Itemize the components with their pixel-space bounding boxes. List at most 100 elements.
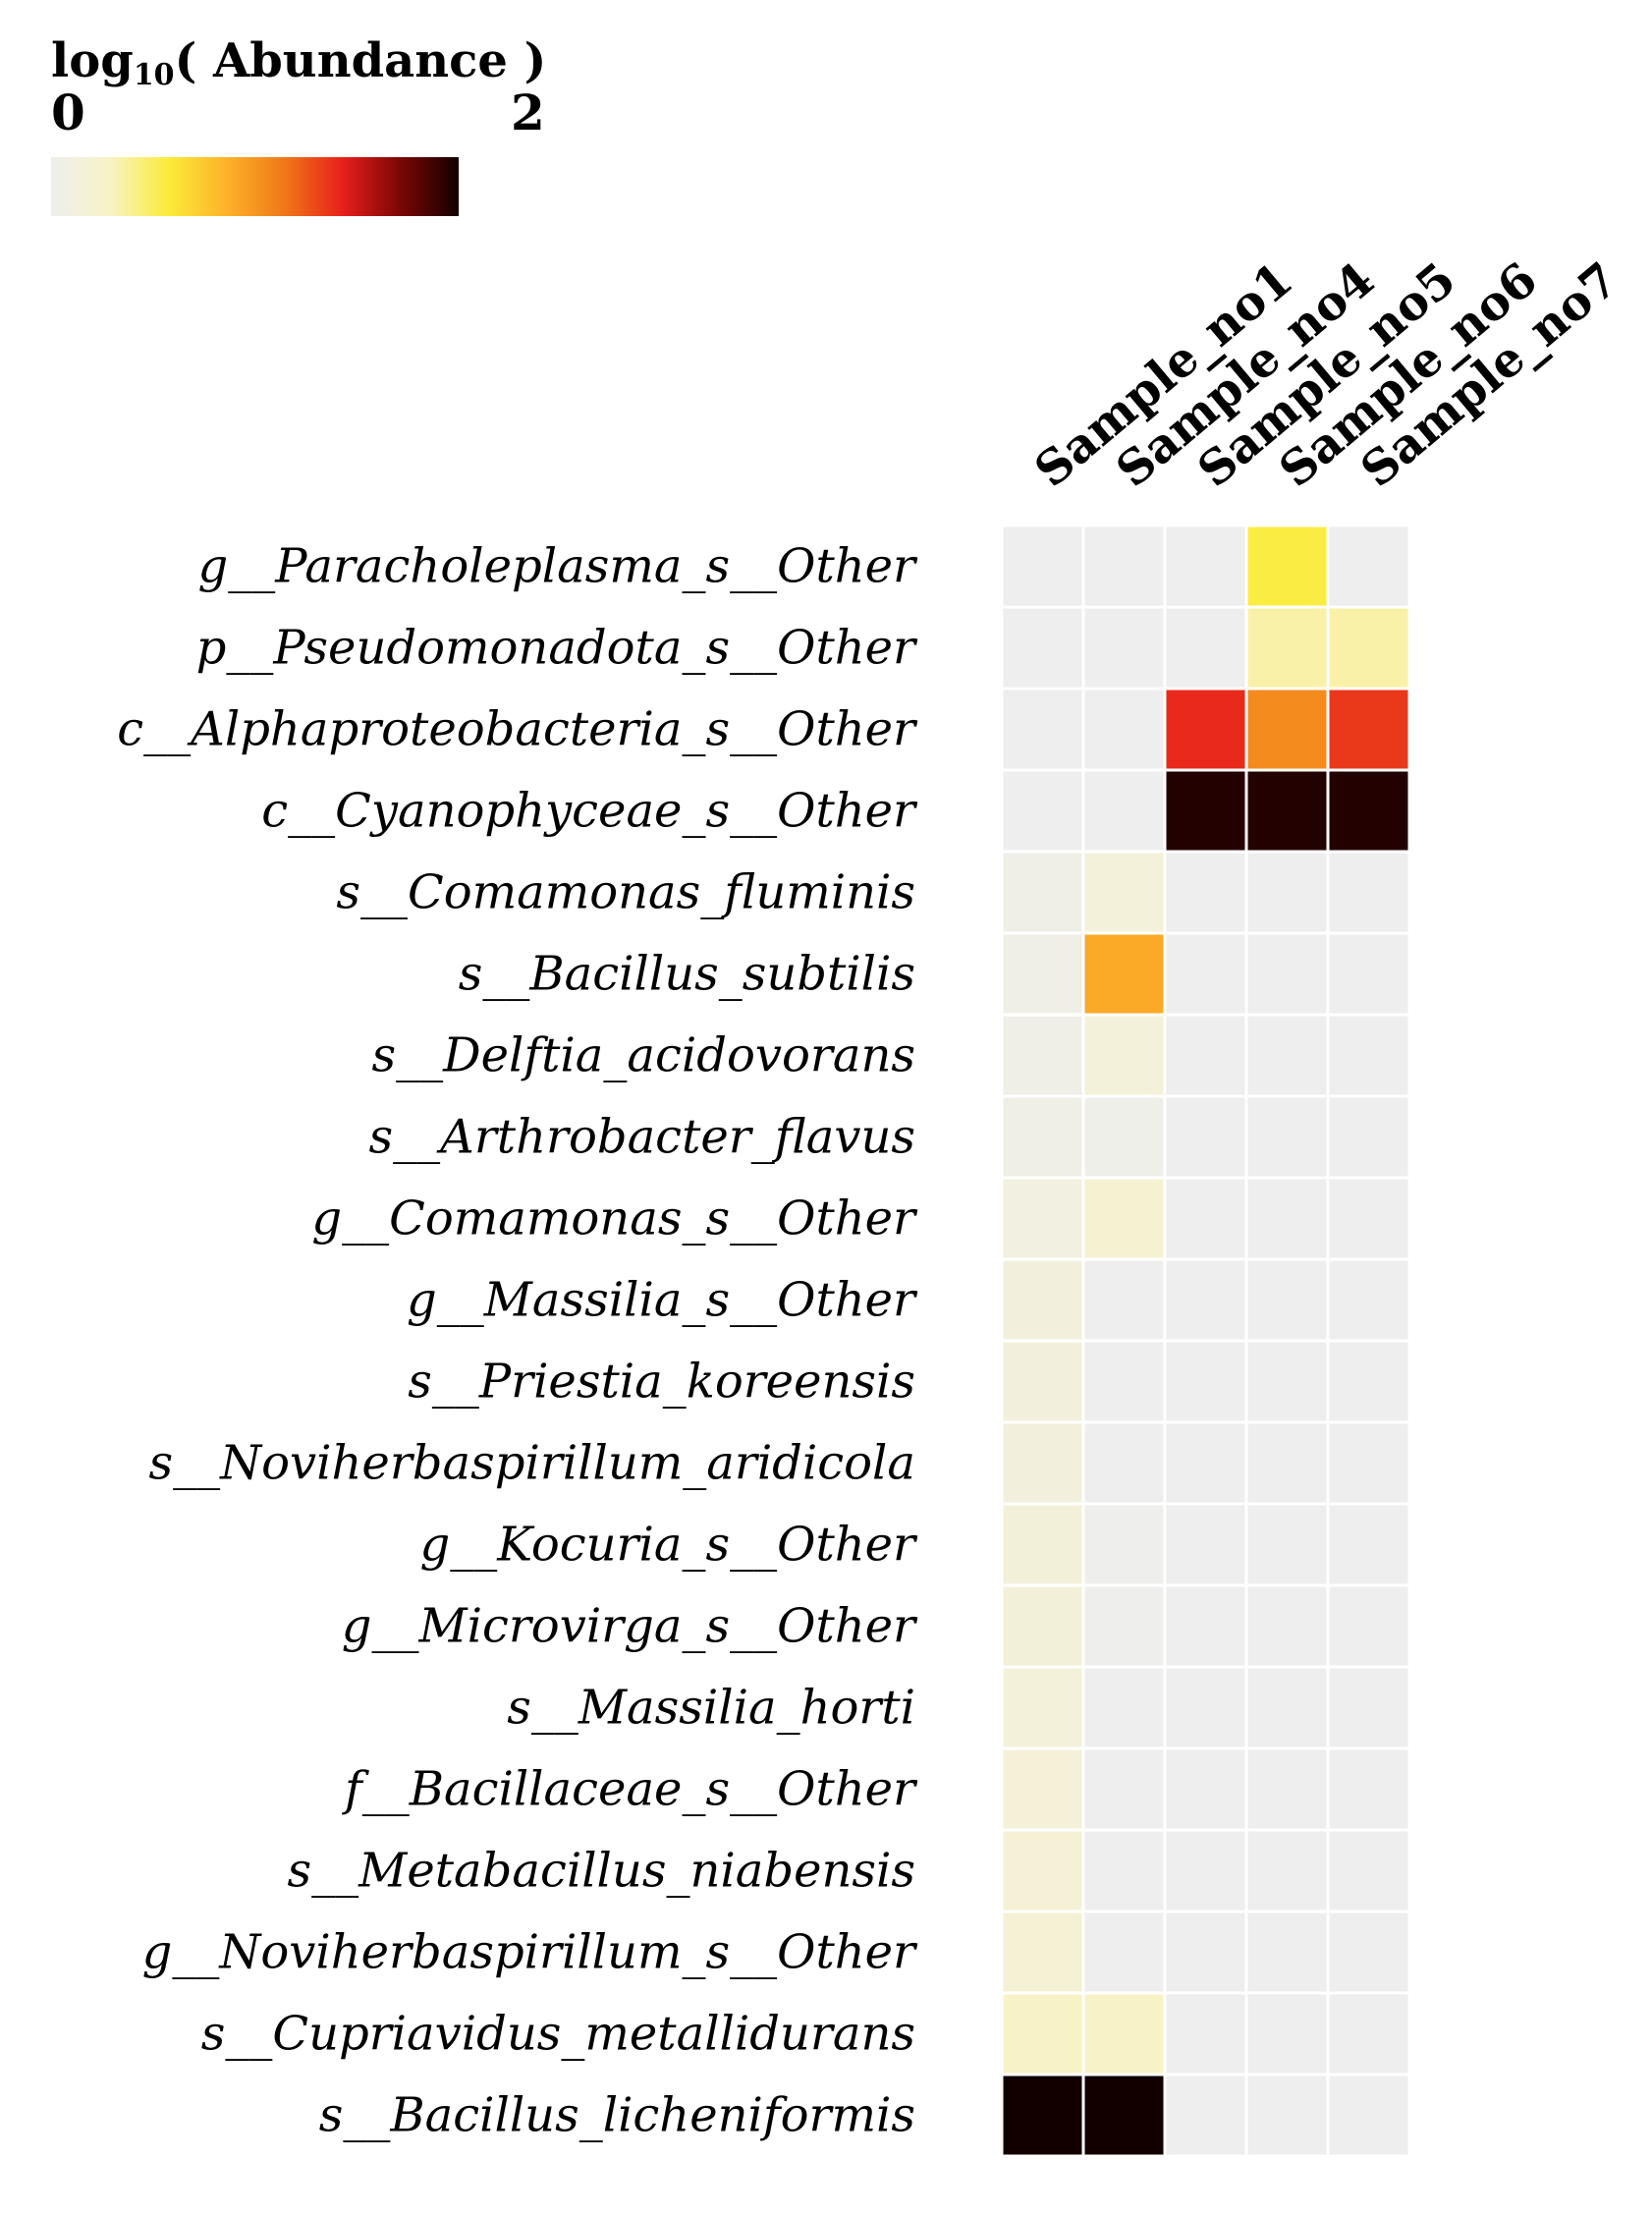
colorbar-title: log10( Abundance ) — [51, 33, 546, 92]
column-labels: Sample_no1Sample_no4Sample_no5Sample_no6… — [1024, 252, 1629, 499]
row-label: s__Bacillus_subtilis — [459, 947, 915, 1002]
heatmap-cell — [1081, 524, 1167, 609]
heatmap-cell — [1244, 524, 1330, 609]
heatmap-cell — [1163, 2073, 1248, 2158]
row-label: s__Massilia_horti — [507, 1681, 915, 1736]
heatmap-cell — [1081, 1176, 1167, 1261]
heatmap-cell — [1326, 1013, 1411, 1098]
heatmap-cell — [1000, 850, 1085, 935]
row-label: g__Paracholeplasma_s__Other — [198, 539, 919, 594]
heatmap-cell — [1326, 2073, 1411, 2158]
heatmap-cell — [1244, 687, 1330, 772]
heatmap-cell — [1081, 1502, 1167, 1587]
row-label: f__Bacillaceae_s__Other — [342, 1762, 918, 1817]
heatmap-cell — [1000, 2073, 1085, 2158]
row-label: g__Kocuria_s__Other — [420, 1518, 919, 1573]
colorbar-gradient — [51, 157, 459, 216]
heatmap-cell — [1244, 2073, 1330, 2158]
heatmap-cell — [1326, 1502, 1411, 1587]
heatmap-cell — [1081, 931, 1167, 1017]
heatmap-cell — [1326, 1665, 1411, 1750]
heatmap-cell — [1000, 1828, 1085, 1913]
heatmap-cell — [1000, 1094, 1085, 1180]
heatmap-cell — [1163, 1257, 1248, 1343]
heatmap-cell — [1000, 931, 1085, 1017]
heatmap-cell — [1081, 1257, 1167, 1343]
heatmap-cell — [1326, 1339, 1411, 1424]
heatmap-cell — [1326, 605, 1411, 691]
heatmap-cell — [1000, 1583, 1085, 1669]
heatmap-cell — [1244, 1583, 1330, 1669]
heatmap-cell — [1000, 687, 1085, 772]
row-label: s__Cupriavidus_metallidurans — [201, 2007, 915, 2062]
heatmap-cell — [1081, 2073, 1167, 2158]
heatmap-cell — [1244, 1257, 1330, 1343]
heatmap-cell — [1081, 1991, 1167, 2077]
heatmap-cell — [1244, 1828, 1330, 1913]
heatmap-cell — [1000, 524, 1085, 609]
heatmap-cell — [1081, 605, 1167, 691]
row-labels: g__Paracholeplasma_s__Other p__Pseudomona… — [117, 539, 918, 2143]
heatmap-cell — [1081, 1339, 1167, 1424]
heatmap-cell — [1081, 1013, 1167, 1098]
heatmap-cell — [1244, 1339, 1330, 1424]
heatmap-cell — [1326, 1991, 1411, 2077]
heatmap-cell — [1244, 850, 1330, 935]
heatmap-cell — [1163, 687, 1248, 772]
heatmap-cell — [1000, 605, 1085, 691]
heatmap-cell — [1244, 1176, 1330, 1261]
heatmap-cell — [1326, 850, 1411, 935]
heatmap-cell — [1081, 1420, 1167, 1506]
heatmap-cell — [1000, 1910, 1085, 1995]
row-label: c__Cyanophyceae_s__Other — [261, 784, 918, 839]
heatmap-cell — [1163, 931, 1248, 1017]
heatmap-cell — [1326, 1176, 1411, 1261]
row-label: s__Delftia_acidovorans — [372, 1028, 916, 1083]
colorbar-max-label: 2 — [511, 83, 545, 141]
heatmap-cell — [1326, 1910, 1411, 1995]
heatmap-cells — [1000, 524, 1411, 2158]
heatmap-cell — [1081, 687, 1167, 772]
heatmap-cell — [1000, 1339, 1085, 1424]
heatmap-cell — [1000, 1746, 1085, 1832]
heatmap-cell — [1081, 1665, 1167, 1750]
heatmap-cell — [1081, 1828, 1167, 1913]
heatmap-cell — [1326, 1257, 1411, 1343]
heatmap-cell — [1000, 1665, 1085, 1750]
row-label: s__Bacillus_licheniformis — [319, 2088, 915, 2143]
heatmap-cell — [1326, 687, 1411, 772]
heatmap-cell — [1244, 1502, 1330, 1587]
heatmap-cell — [1244, 1991, 1330, 2077]
heatmap-cell — [1000, 1176, 1085, 1261]
heatmap-cell — [1163, 1502, 1248, 1587]
heatmap-cell — [1000, 1502, 1085, 1587]
heatmap-cell — [1000, 768, 1085, 854]
heatmap-cell — [1326, 1746, 1411, 1832]
heatmap-cell — [1163, 1991, 1248, 2077]
row-label: s__Noviherbaspirillum_aridicola — [149, 1436, 916, 1491]
colorbar-min-label: 0 — [51, 83, 85, 141]
heatmap-cell — [1244, 1746, 1330, 1832]
heatmap-cell — [1163, 850, 1248, 935]
heatmap-cell — [1163, 605, 1248, 691]
heatmap-cell — [1163, 1094, 1248, 1180]
heatmap-cell — [1000, 1257, 1085, 1343]
heatmap-cell — [1244, 1094, 1330, 1180]
heatmap-cell — [1163, 1910, 1248, 1995]
heatmap-cell — [1244, 605, 1330, 691]
heatmap-cell — [1081, 1094, 1167, 1180]
heatmap-cell — [1000, 1420, 1085, 1506]
heatmap-cell — [1081, 768, 1167, 854]
heatmap-cell — [1163, 1583, 1248, 1669]
row-label: g__Massilia_s__Other — [407, 1273, 918, 1328]
row-label: s__Comamonas_fluminis — [336, 865, 915, 920]
heatmap-cell — [1163, 1420, 1248, 1506]
heatmap-cell — [1163, 1013, 1248, 1098]
heatmap-cell — [1326, 768, 1411, 854]
heatmap-cell — [1326, 524, 1411, 609]
row-label: s__Metabacillus_niabensis — [288, 1844, 915, 1899]
heatmap-cell — [1326, 1420, 1411, 1506]
heatmap-cell — [1163, 1828, 1248, 1913]
heatmap-cell — [1244, 1013, 1330, 1098]
